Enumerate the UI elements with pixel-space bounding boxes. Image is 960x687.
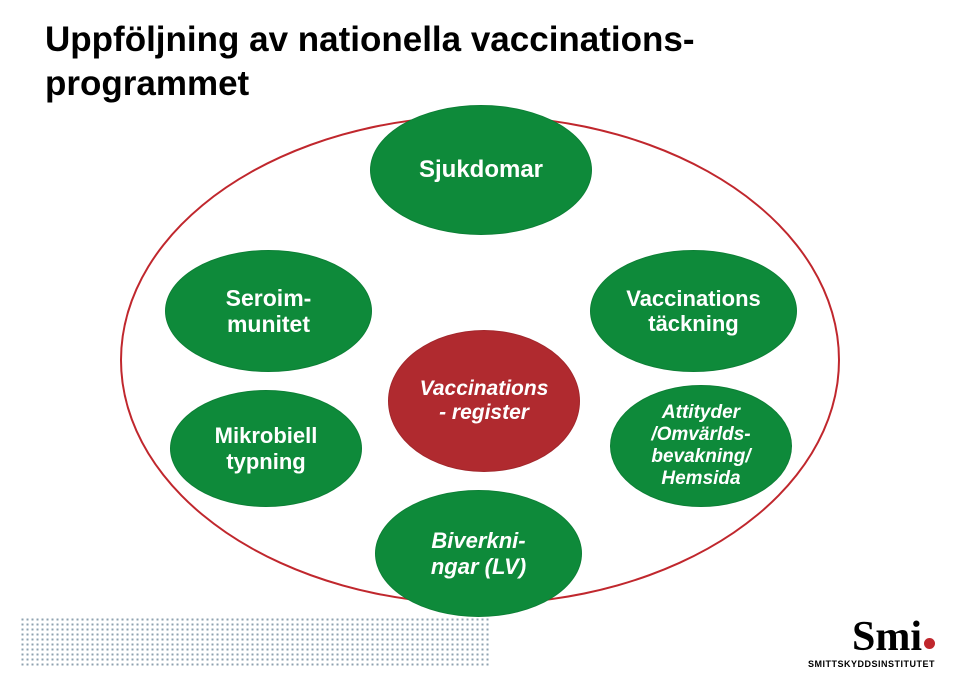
node-seroimmunitet-label: Seroim-munitet (220, 285, 318, 338)
node-sjukdomar: Sjukdomar (370, 105, 592, 235)
logo-subtitle: SMITTSKYDDSINSTITUTET (808, 659, 935, 669)
node-biverkningar: Biverkni-ngar (LV) (375, 490, 582, 617)
smi-logo-text: Smi (808, 619, 935, 657)
page-title: Uppföljning av nationella vaccinations- … (45, 18, 915, 106)
smi-logo: Smi SMITTSKYDDSINSTITUTET (808, 619, 935, 669)
node-attityder-label: Attityder/Omvärlds-bevakning/Hemsida (645, 402, 756, 489)
concept-diagram: Sjukdomar Seroim-munitet Vaccinationstäc… (120, 115, 840, 605)
node-biverkningar-label: Biverkni-ngar (LV) (425, 528, 532, 579)
node-seroimmunitet: Seroim-munitet (165, 250, 372, 372)
logo-dot-icon (924, 638, 935, 649)
node-vaccinations-tackning: Vaccinationstäckning (590, 250, 797, 372)
footer-dot-pattern (20, 617, 490, 667)
node-vaccinations-register: Vaccinations- register (388, 330, 580, 472)
node-mikrobiell-typning: Mikrobielltypning (170, 390, 362, 507)
title-line-1: Uppföljning av nationella vaccinations- (45, 20, 695, 59)
title-line-2: programmet (45, 64, 249, 103)
logo-text: Smi (852, 619, 922, 657)
node-vaccinations-tackning-label: Vaccinationstäckning (620, 286, 767, 337)
node-mikrobiell-typning-label: Mikrobielltypning (209, 423, 324, 474)
node-vaccinations-register-label: Vaccinations- register (414, 377, 555, 425)
node-attityder: Attityder/Omvärlds-bevakning/Hemsida (610, 385, 792, 507)
node-sjukdomar-label: Sjukdomar (413, 156, 549, 184)
